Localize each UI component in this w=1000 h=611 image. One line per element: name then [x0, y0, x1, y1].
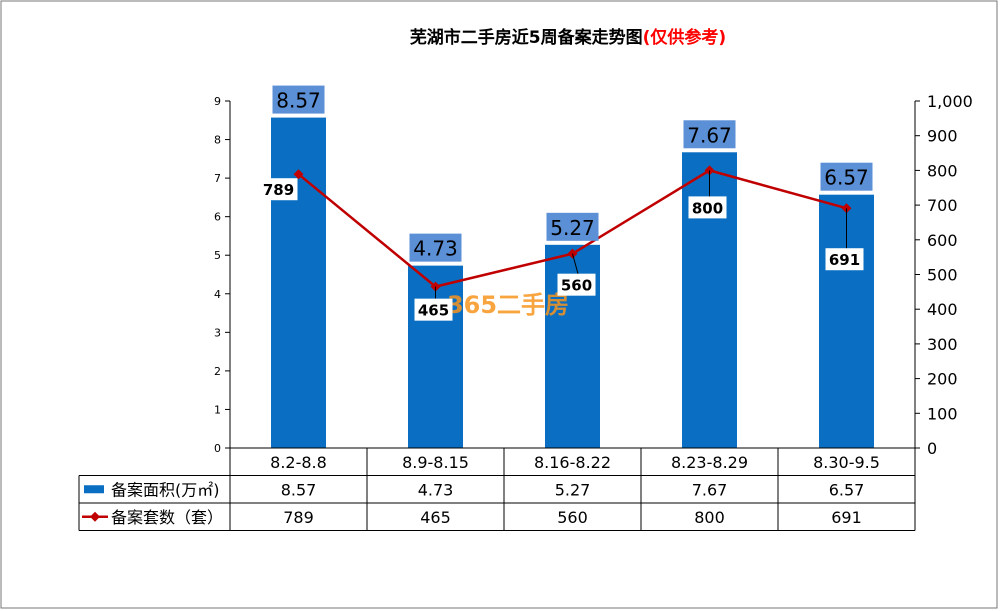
table-cell: 7.67: [692, 480, 728, 499]
right-tick-label: 700: [927, 196, 958, 215]
left-tick-label: 4: [214, 288, 221, 301]
chart-title: 芜湖市二手房近5周备案走势图(仅供参考): [410, 27, 726, 48]
table-cell: 465: [420, 508, 451, 527]
bar-value-label: 4.73: [413, 237, 458, 261]
table-cell: 8.57: [281, 480, 317, 499]
table-cell: 789: [283, 508, 314, 527]
right-y-axis: 0 100 200 300 400 500 600 700 800 900 1,000: [914, 92, 973, 458]
category-label: 8.23-8.29: [671, 453, 748, 472]
right-tick-label: 1,000: [927, 92, 973, 111]
data-labels: 8.57 4.73 5.27 7.67 6.57 789 465 560 800 691: [259, 85, 873, 321]
legend-row-label: 备案套数（套）: [111, 508, 223, 527]
right-tick-label: 200: [927, 370, 958, 389]
left-tick-label: 1: [214, 403, 221, 416]
right-tick-label: 300: [927, 335, 958, 354]
data-table: 8.2-8.8 8.9-8.15 8.16-8.22 8.23-8.29 8.30-9.…: [78, 447, 916, 531]
bar-value-label: 8.57: [276, 89, 321, 113]
table-cell: 800: [694, 508, 725, 527]
bar-label-box: [272, 85, 325, 114]
right-tick-label: 0: [927, 439, 937, 458]
line-label-box: [414, 298, 453, 321]
category-label: 8.2-8.8: [270, 453, 327, 472]
chart-title-note: (仅供参考): [643, 27, 727, 48]
table-cell: 560: [557, 508, 588, 527]
left-tick-label: 3: [214, 326, 221, 339]
bar-label-box: [683, 120, 736, 149]
bar-value-label: 7.67: [687, 123, 732, 147]
line-value-label: 691: [829, 251, 860, 269]
table-cell: 5.27: [555, 480, 591, 499]
left-tick-label: 7: [214, 172, 221, 185]
right-tick-label: 500: [927, 266, 958, 285]
left-tick-label: 6: [214, 211, 221, 224]
watermark: 365二手房: [447, 291, 569, 319]
left-tick-label: 9: [214, 95, 221, 108]
left-y-axis: 0 1 2 3 4 5 6 7 8 9: [214, 95, 231, 455]
bar-label-box: [820, 162, 873, 191]
bar-value-label: 5.27: [550, 216, 595, 240]
bar-series: [271, 117, 874, 449]
bar-label-box: [546, 212, 599, 241]
left-tick-label: 5: [214, 249, 221, 262]
right-tick-label: 400: [927, 300, 958, 319]
table-cell: 4.73: [418, 480, 454, 499]
bar-value-label: 6.57: [824, 166, 869, 190]
category-label: 8.9-8.15: [402, 453, 469, 472]
legend-key-marker: [90, 511, 100, 522]
line-value-label: 465: [418, 302, 449, 320]
legend-key-bar: [84, 485, 104, 494]
bar: [271, 117, 326, 448]
right-tick-label: 600: [927, 231, 958, 250]
category-label: 8.16-8.22: [534, 453, 611, 472]
legend-row-label: 备案面积(万㎡): [111, 480, 220, 499]
line-label-leader: [572, 253, 579, 276]
line-label-box: [825, 248, 864, 271]
right-tick-label: 900: [927, 127, 958, 146]
chart-title-main: 芜湖市二手房近5周备案走势图: [410, 27, 643, 48]
line-label-box: [688, 196, 727, 219]
line-value-label: 800: [692, 199, 723, 217]
category-label: 8.30-9.5: [813, 453, 880, 472]
line-label-box: [557, 273, 596, 296]
line-label-box: [259, 178, 298, 201]
line-value-label: 789: [263, 181, 294, 199]
bar-label-box: [409, 233, 462, 262]
right-tick-label: 800: [927, 161, 958, 180]
table-cell: 6.57: [829, 480, 865, 499]
line-value-label: 560: [561, 277, 592, 295]
watermark-text: 365二手房: [447, 291, 569, 319]
right-tick-label: 100: [927, 404, 958, 423]
line-point-marker: [293, 169, 304, 180]
left-tick-label: 0: [214, 442, 221, 455]
left-tick-label: 8: [214, 134, 221, 147]
table-cell: 691: [831, 508, 862, 527]
left-tick-label: 2: [214, 365, 221, 378]
